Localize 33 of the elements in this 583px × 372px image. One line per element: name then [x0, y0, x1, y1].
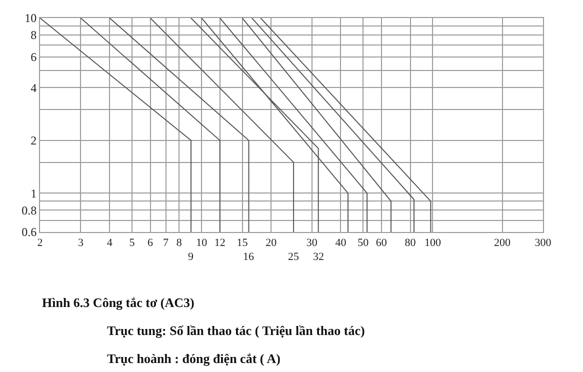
y-tick-label: 1	[30, 186, 37, 200]
x-tick-label: 12	[214, 237, 226, 250]
x-tick-label: 10	[196, 237, 208, 250]
text: Hình 6.3 Công tắc tơ (AC3)	[42, 295, 194, 310]
x-tick-label: 100	[424, 237, 442, 250]
x-tick-label: 4	[106, 237, 113, 250]
x-tick-label: 8	[176, 237, 182, 250]
y-tick-label: 0.8	[22, 203, 37, 218]
x-tick-label: 200	[494, 237, 512, 250]
annotation: 32	[313, 251, 324, 263]
annotation: 25	[288, 251, 300, 263]
x-tick-label: 300	[534, 237, 552, 250]
text: Trục tung: Số lần thao tác ( Triệu lần thao tác)	[107, 323, 365, 338]
annotation: 9	[188, 251, 194, 263]
y-tick-label: 6	[30, 50, 37, 64]
x-tick-label: 5	[129, 237, 136, 250]
x-tick-label: 40	[335, 237, 347, 250]
y-tick-label: 8	[30, 28, 37, 42]
x-tick-label: 15	[236, 237, 248, 250]
text: Trục hoành : đóng điện cắt ( A)	[107, 351, 280, 366]
x-tick-label: 80	[404, 237, 416, 250]
x-tick-label: 30	[306, 237, 318, 250]
x-tick-label: 3	[78, 237, 84, 250]
x-tick-label: 60	[376, 237, 388, 250]
x-tick-label: 20	[266, 237, 278, 250]
x-tick-label: 50	[358, 237, 370, 250]
y-tick-label: 2	[30, 134, 37, 148]
y-tick-label: 10	[24, 11, 37, 26]
annotation: 16	[243, 251, 254, 263]
x-tick-label: 7	[163, 237, 170, 250]
x-tick-label: 6	[148, 237, 154, 250]
y-tick-label: 4	[30, 80, 37, 95]
y-tick-label: 0.6	[22, 225, 37, 240]
